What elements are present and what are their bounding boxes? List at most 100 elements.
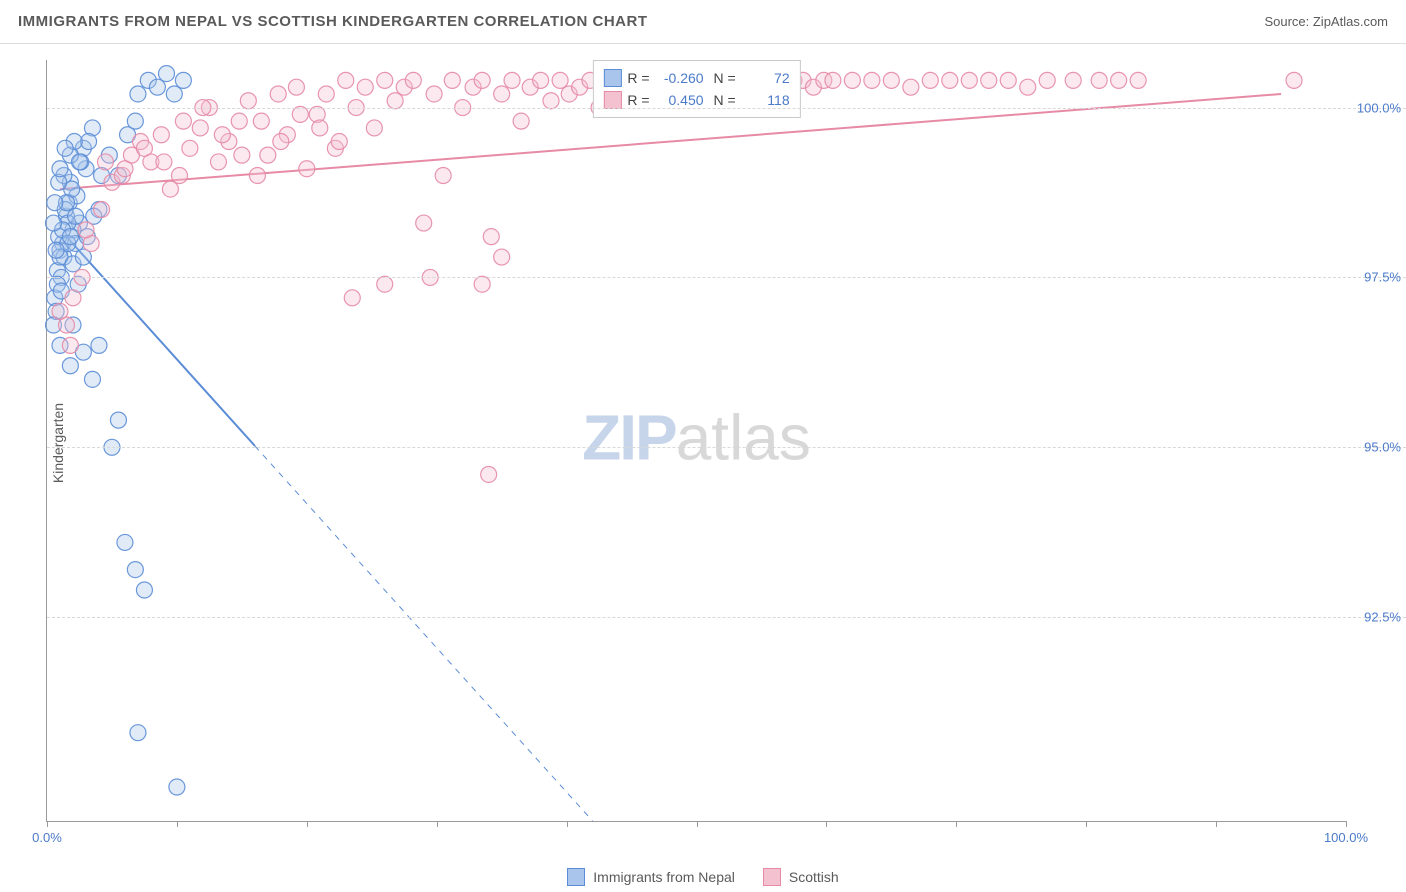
data-point xyxy=(62,358,78,374)
data-point xyxy=(94,201,110,217)
stats-r-label: R = xyxy=(627,67,649,89)
data-point xyxy=(91,337,107,353)
data-point xyxy=(543,93,559,109)
data-point xyxy=(377,276,393,292)
data-point xyxy=(65,290,81,306)
data-point xyxy=(444,72,460,88)
data-point xyxy=(288,79,304,95)
grid-line xyxy=(47,617,1406,618)
footer-legend: Immigrants from Nepal Scottish xyxy=(0,868,1406,886)
data-point xyxy=(435,168,451,184)
x-tick xyxy=(437,821,438,827)
x-tick xyxy=(956,821,957,827)
data-point xyxy=(494,86,510,102)
x-tick xyxy=(47,821,48,827)
data-point xyxy=(52,303,68,319)
data-point xyxy=(62,337,78,353)
data-point xyxy=(344,290,360,306)
data-point xyxy=(1039,72,1055,88)
data-point xyxy=(1130,72,1146,88)
x-tick xyxy=(307,821,308,827)
data-point xyxy=(175,113,191,129)
data-point xyxy=(331,134,347,150)
grid-line xyxy=(47,277,1406,278)
data-point xyxy=(1020,79,1036,95)
data-point xyxy=(78,222,94,238)
data-point xyxy=(130,86,146,102)
data-point xyxy=(71,154,87,170)
x-tick xyxy=(1216,821,1217,827)
plot-region: ZIPatlas R = -0.260 N = 72 R = 0.450 N =… xyxy=(46,60,1346,822)
data-point xyxy=(260,147,276,163)
data-point xyxy=(68,208,84,224)
x-tick-label: 100.0% xyxy=(1324,830,1368,845)
data-point xyxy=(166,86,182,102)
data-point xyxy=(416,215,432,231)
swatch-nepal xyxy=(603,69,621,87)
footer-label-nepal: Immigrants from Nepal xyxy=(593,869,735,885)
plot-svg xyxy=(47,60,1346,821)
x-tick xyxy=(697,821,698,827)
grid-line xyxy=(47,108,1406,109)
y-tick-label: 100.0% xyxy=(1351,100,1401,115)
data-point xyxy=(1091,72,1107,88)
data-point xyxy=(338,72,354,88)
data-point xyxy=(533,72,549,88)
data-point xyxy=(45,215,61,231)
data-point xyxy=(903,79,919,95)
footer-swatch-scottish xyxy=(763,868,781,886)
data-point xyxy=(192,120,208,136)
data-point xyxy=(942,72,958,88)
data-point xyxy=(62,229,78,245)
data-point xyxy=(922,72,938,88)
x-tick xyxy=(1346,821,1347,827)
y-tick-label: 92.5% xyxy=(1351,610,1401,625)
data-point xyxy=(117,534,133,550)
data-point xyxy=(864,72,880,88)
data-point xyxy=(97,154,113,170)
data-point xyxy=(483,229,499,245)
data-point xyxy=(149,79,165,95)
data-point xyxy=(426,86,442,102)
data-point xyxy=(136,582,152,598)
stats-n-nepal: 72 xyxy=(746,67,790,89)
data-point xyxy=(130,725,146,741)
data-point xyxy=(210,154,226,170)
data-point xyxy=(481,466,497,482)
data-point xyxy=(117,161,133,177)
data-point xyxy=(136,140,152,156)
data-point xyxy=(156,154,172,170)
stats-legend: R = -0.260 N = 72 R = 0.450 N = 118 xyxy=(592,60,800,118)
data-point xyxy=(1286,72,1302,88)
chart-area: Kindergarten ZIPatlas R = -0.260 N = 72 … xyxy=(0,44,1406,842)
data-point xyxy=(273,134,289,150)
data-point xyxy=(377,72,393,88)
stats-n-label: N = xyxy=(710,67,736,89)
y-tick-label: 95.0% xyxy=(1351,440,1401,455)
x-tick xyxy=(177,821,178,827)
data-point xyxy=(844,72,860,88)
data-point xyxy=(169,779,185,795)
data-point xyxy=(961,72,977,88)
data-point xyxy=(474,276,490,292)
data-point xyxy=(494,249,510,265)
data-point xyxy=(231,113,247,129)
data-point xyxy=(57,140,73,156)
stats-row-nepal: R = -0.260 N = 72 xyxy=(603,67,789,89)
data-point xyxy=(474,72,490,88)
data-point xyxy=(214,127,230,143)
data-point xyxy=(1111,72,1127,88)
data-point xyxy=(52,161,68,177)
data-point xyxy=(883,72,899,88)
data-point xyxy=(1000,72,1016,88)
swatch-scottish xyxy=(603,91,621,109)
data-point xyxy=(84,371,100,387)
data-point xyxy=(182,140,198,156)
chart-header: IMMIGRANTS FROM NEPAL VS SCOTTISH KINDER… xyxy=(0,0,1406,44)
data-point xyxy=(513,113,529,129)
data-point xyxy=(299,161,315,177)
data-point xyxy=(318,86,334,102)
footer-swatch-nepal xyxy=(567,868,585,886)
data-point xyxy=(240,93,256,109)
data-point xyxy=(249,168,265,184)
